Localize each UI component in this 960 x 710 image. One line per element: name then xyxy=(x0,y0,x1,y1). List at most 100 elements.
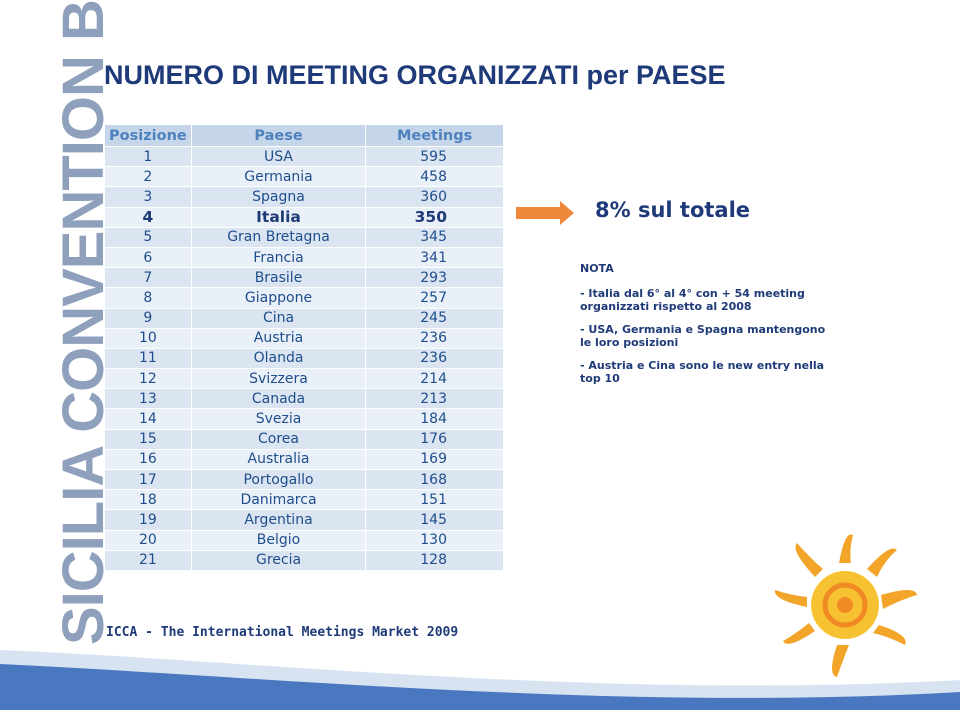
cell: Gran Bretagna xyxy=(190,226,367,248)
cell: 12 xyxy=(104,368,192,390)
wave xyxy=(0,664,960,710)
row: 19 Argentina 145 xyxy=(104,509,504,531)
header-row: Posizione Paese Meetings xyxy=(104,124,504,147)
cell: 236 xyxy=(365,347,504,370)
cell: Olanda xyxy=(190,347,367,370)
cell: 16 xyxy=(104,448,192,471)
row: 17 Portogallo 168 xyxy=(104,468,504,491)
row: 1 USA 595 xyxy=(104,145,504,168)
cell: 350 xyxy=(365,206,504,228)
cell: Australia xyxy=(190,448,367,471)
cell: 169 xyxy=(365,448,504,471)
cell: 18 xyxy=(104,489,192,511)
note: NOTA - Italia dal 6° al 4° con + 54 meet… xyxy=(580,262,830,395)
cell: 8 xyxy=(104,287,192,309)
row: 13 Canada 213 xyxy=(104,388,504,410)
cell: 1 xyxy=(104,145,192,168)
cell: 14 xyxy=(104,408,192,430)
row: 9 Cina 245 xyxy=(104,307,504,329)
cell: 17 xyxy=(104,468,192,491)
row: 18 Danimarca 151 xyxy=(104,489,504,511)
cell: 236 xyxy=(365,327,504,349)
cell: Spagna xyxy=(190,186,367,208)
row: 15 Corea 176 xyxy=(104,428,504,450)
cell: 341 xyxy=(365,246,504,269)
cell: Giappone xyxy=(190,287,367,309)
arrow xyxy=(516,201,574,225)
cell: Belgio xyxy=(190,529,367,551)
title: NUMERO DI MEETING ORGANIZZATI per PAESE xyxy=(104,60,726,90)
cell: 4 xyxy=(104,206,192,228)
highlight: 8% sul totale xyxy=(595,198,751,222)
cell: Austria xyxy=(190,327,367,349)
cell: 293 xyxy=(365,267,504,289)
row: 16 Australia 169 xyxy=(104,448,504,471)
cell: 213 xyxy=(365,388,504,410)
cell: 10 xyxy=(104,327,192,349)
cell: 15 xyxy=(104,428,192,450)
cell: 6 xyxy=(104,246,192,269)
row: 12 Svizzera 214 xyxy=(104,368,504,390)
cell: 245 xyxy=(365,307,504,329)
cell: 3 xyxy=(104,186,192,208)
cell: Grecia xyxy=(190,549,367,571)
cell: 5 xyxy=(104,226,192,248)
row: 2 Germania 458 xyxy=(104,166,504,188)
cell: Italia xyxy=(190,206,367,228)
cell: 20 xyxy=(104,529,192,551)
cell: 345 xyxy=(365,226,504,248)
cell: Argentina xyxy=(190,509,367,531)
cell: 595 xyxy=(365,145,504,168)
cell: Danimarca xyxy=(190,489,367,511)
note-item: - Italia dal 6° al 4° con + 54 meeting o… xyxy=(580,287,805,313)
cell: Brasile xyxy=(190,267,367,289)
header-cell: Meetings xyxy=(365,124,504,147)
header-cell: Posizione xyxy=(104,124,192,147)
sun-logo xyxy=(774,534,917,677)
row: 21 Grecia 128 xyxy=(104,549,504,571)
cell: Cina xyxy=(190,307,367,329)
cell: 458 xyxy=(365,166,504,188)
cell: 11 xyxy=(104,347,192,370)
cell: Germania xyxy=(190,166,367,188)
cell: 176 xyxy=(365,428,504,450)
row: 14 Svezia 184 xyxy=(104,408,504,430)
row: 10 Austria 236 xyxy=(104,327,504,349)
note-item: - USA, Germania e Spagna mantengono le l… xyxy=(580,323,826,349)
row: 20 Belgio 130 xyxy=(104,529,504,551)
cell: 2 xyxy=(104,166,192,188)
cell: 19 xyxy=(104,509,192,531)
cell: Svizzera xyxy=(190,368,367,390)
row: 11 Olanda 236 xyxy=(104,347,504,370)
cell: 257 xyxy=(365,287,504,309)
cell: Corea xyxy=(190,428,367,450)
cell: 21 xyxy=(104,549,192,571)
cell: 214 xyxy=(365,368,504,390)
cell: Francia xyxy=(190,246,367,269)
source: ICCA - The International Meetings Market… xyxy=(106,625,459,640)
row: 4 Italia 350 xyxy=(104,206,504,228)
cell: 7 xyxy=(104,267,192,289)
cell: Canada xyxy=(190,388,367,410)
cell: 168 xyxy=(365,468,504,491)
cell: 128 xyxy=(365,549,504,571)
row: 7 Brasile 293 xyxy=(104,267,504,289)
header-cell: Paese xyxy=(190,124,367,147)
cell: 145 xyxy=(365,509,504,531)
table: Posizione Paese Meetings 1 USA 595 2 Germania 4… xyxy=(104,124,504,571)
note-title: NOTA xyxy=(580,262,614,275)
row: 5 Gran Bretagna 345 xyxy=(104,226,504,248)
cell: 184 xyxy=(365,408,504,430)
cell: 151 xyxy=(365,489,504,511)
note-item: - Austria e Cina sono le new entry nella… xyxy=(580,359,825,385)
cell: 13 xyxy=(104,388,192,410)
cell: 360 xyxy=(365,186,504,208)
row: 6 Francia 341 xyxy=(104,246,504,269)
cell: USA xyxy=(190,145,367,168)
cell: Portogallo xyxy=(190,468,367,491)
row: 8 Giappone 257 xyxy=(104,287,504,309)
cell: 130 xyxy=(365,529,504,551)
cell: Svezia xyxy=(190,408,367,430)
